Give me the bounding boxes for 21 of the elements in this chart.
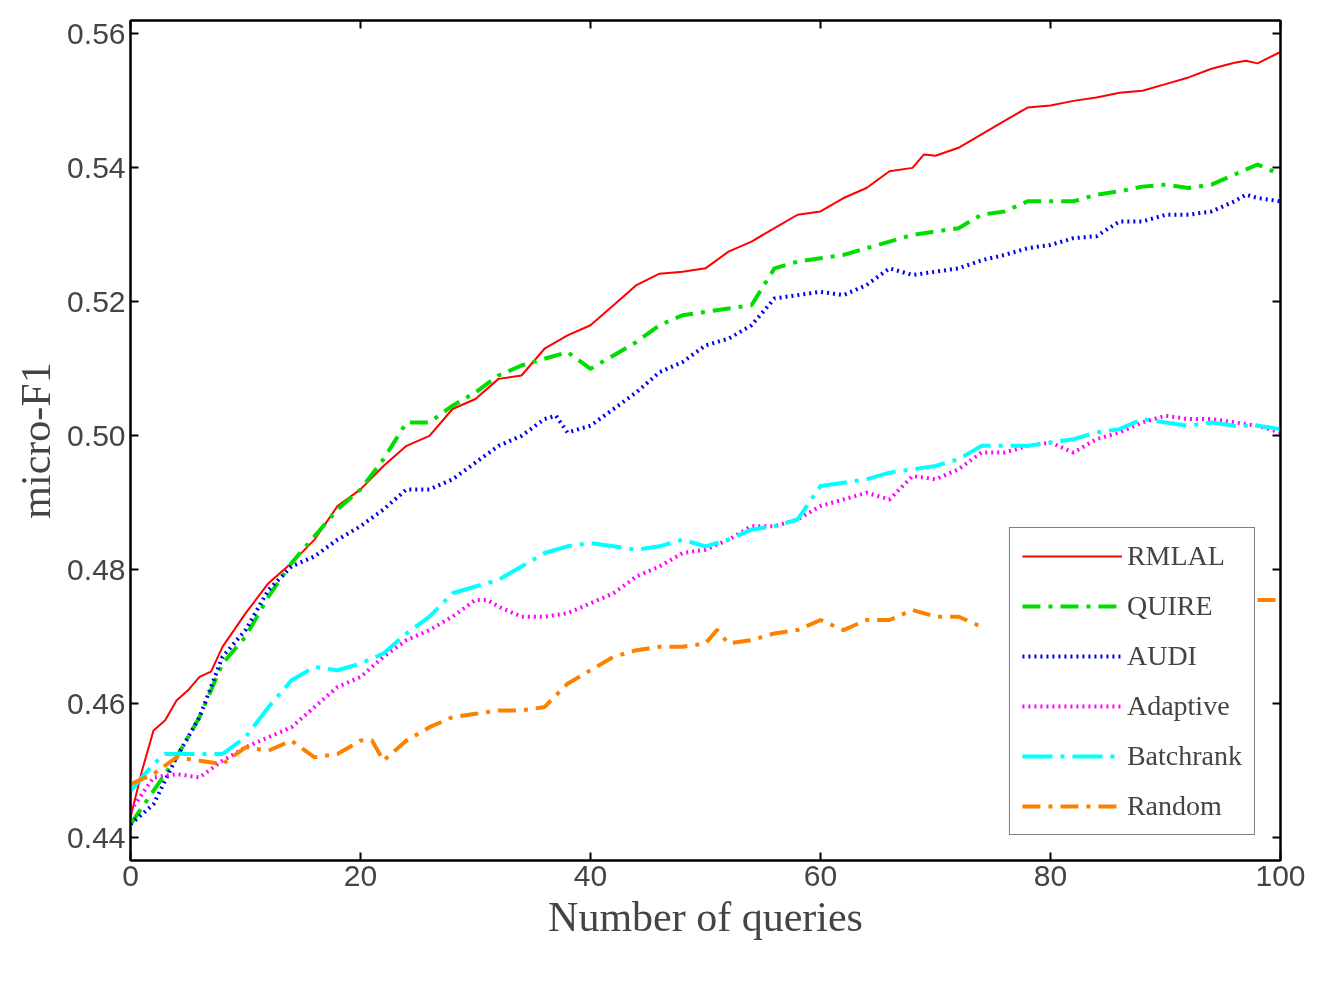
y-tick-label: 0.50 [67,418,126,452]
y-tick-label: 0.56 [67,16,126,50]
x-tick-label: 60 [803,858,838,892]
legend-label: Adaptive [1126,690,1230,722]
y-tick-label: 0.44 [67,820,126,854]
legend-label: Random [1126,790,1222,822]
legend-label: QUIRE [1126,590,1213,622]
y-tick-label: 0.48 [67,552,126,586]
x-tick-label: 20 [343,858,378,892]
legend-label: Batchrank [1126,740,1242,772]
y-tick-label: 0.52 [67,284,126,318]
legend-label: RMLAL [1126,540,1225,572]
y-tick-label: 0.46 [67,686,126,720]
x-tick-label: 100 [1255,858,1306,892]
x-tick-label: 0 [122,858,139,892]
legend-label: AUDI [1126,640,1197,672]
x-axis-title: Number of queries [548,893,863,940]
y-tick-label: 0.54 [67,150,126,184]
y-axis-title: micro-F1 [13,362,60,519]
x-tick-label: 80 [1033,858,1068,892]
x-tick-label: 40 [573,858,608,892]
